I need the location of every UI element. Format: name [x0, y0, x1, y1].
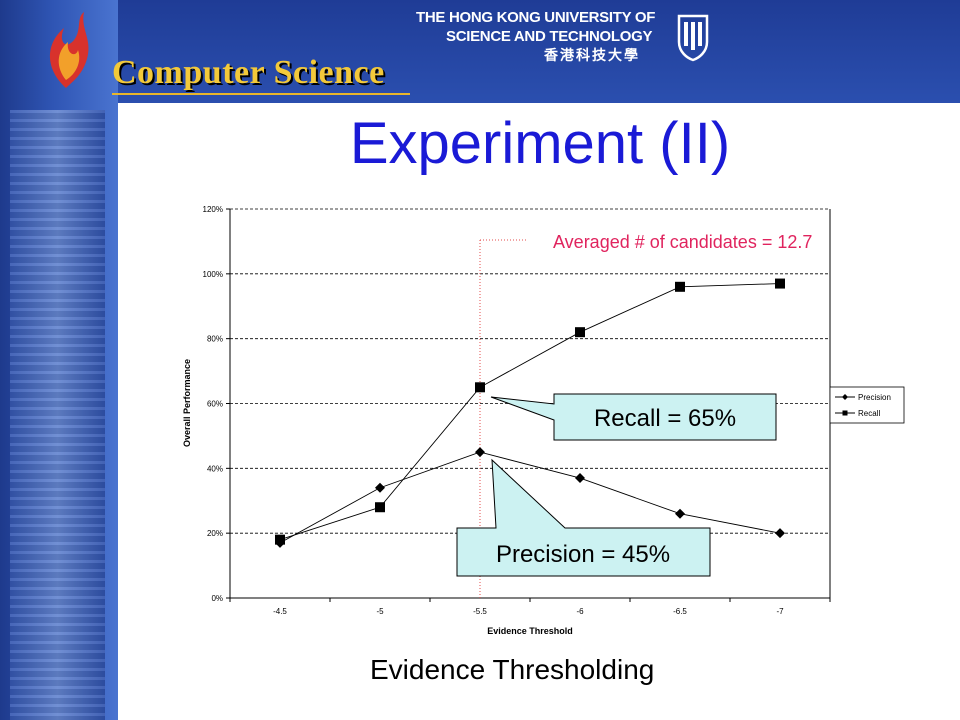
- recall-point: [775, 278, 785, 289]
- legend-precision-label: Precision: [858, 393, 891, 402]
- x-tick-label: -6.5: [673, 607, 687, 616]
- legend-precision-marker: [842, 394, 848, 400]
- building-image: [10, 110, 105, 720]
- x-tick-label: -6: [576, 607, 584, 616]
- side-band: [0, 0, 118, 720]
- university-line-3: 香港科技大學: [544, 47, 640, 63]
- department-logo: Computer Science: [112, 54, 385, 91]
- precision-point: [575, 473, 585, 484]
- precision-point: [475, 447, 485, 458]
- y-tick-label: 40%: [207, 464, 223, 473]
- logo-underline: [112, 93, 410, 95]
- x-tick-labels: -4.5 -5 -5.5 -6 -6.5 -7: [229, 598, 831, 616]
- university-crest-icon: [677, 14, 709, 62]
- recall-callout-text: Recall = 65%: [594, 405, 736, 432]
- header-band: [0, 0, 960, 103]
- candidates-annotation: Averaged # of candidates = 12.7: [553, 232, 812, 252]
- legend-box: [829, 386, 905, 424]
- y-tick-label: 120%: [203, 205, 223, 214]
- x-axis-label: Evidence Threshold: [487, 626, 573, 636]
- precision-callout: Precision = 45%: [456, 458, 711, 577]
- x-tick-label: -5.5: [473, 607, 487, 616]
- recall-point: [475, 382, 485, 393]
- precision-point: [675, 508, 685, 519]
- recall-point: [375, 502, 385, 513]
- y-tick-labels: 0% 20% 40% 60% 80% 100% 120%: [203, 205, 230, 603]
- series-group: [275, 278, 785, 548]
- chart-caption: Evidence Thresholding: [370, 654, 655, 685]
- slide-title: Experiment (II): [349, 111, 731, 176]
- recall-point: [575, 327, 585, 338]
- precision-point: [775, 528, 785, 539]
- recall-series-line: [279, 283, 781, 541]
- y-tick-label: 60%: [207, 400, 223, 409]
- y-tick-label: 0%: [211, 594, 223, 603]
- y-tick-label: 20%: [207, 529, 223, 538]
- university-line-1: THE HONG KONG UNIVERSITY OF: [416, 9, 656, 26]
- y-tick-label: 80%: [207, 335, 223, 344]
- x-tick-label: -5: [376, 607, 384, 616]
- precision-callout-text: Precision = 45%: [496, 541, 670, 568]
- y-tick-label: 100%: [203, 270, 223, 279]
- recall-callout: Recall = 65%: [490, 393, 777, 441]
- precision-point: [375, 482, 385, 493]
- legend: Precision Recall: [829, 386, 905, 424]
- x-tick-label: -7: [776, 607, 784, 616]
- precision-series-line: [279, 451, 781, 544]
- y-axis-label: Overall Performance: [182, 359, 192, 447]
- university-name: THE HONG KONG UNIVERSITY OF SCIENCE AND …: [416, 8, 676, 65]
- legend-recall-marker: [842, 410, 848, 416]
- recall-point: [675, 281, 685, 292]
- legend-recall-label: Recall: [858, 409, 880, 418]
- recall-point: [275, 534, 285, 545]
- university-line-2: SCIENCE AND TECHNOLOGY: [446, 28, 653, 45]
- flame-logo-icon: [49, 12, 89, 88]
- gridlines: [230, 208, 830, 534]
- x-tick-label: -4.5: [273, 607, 287, 616]
